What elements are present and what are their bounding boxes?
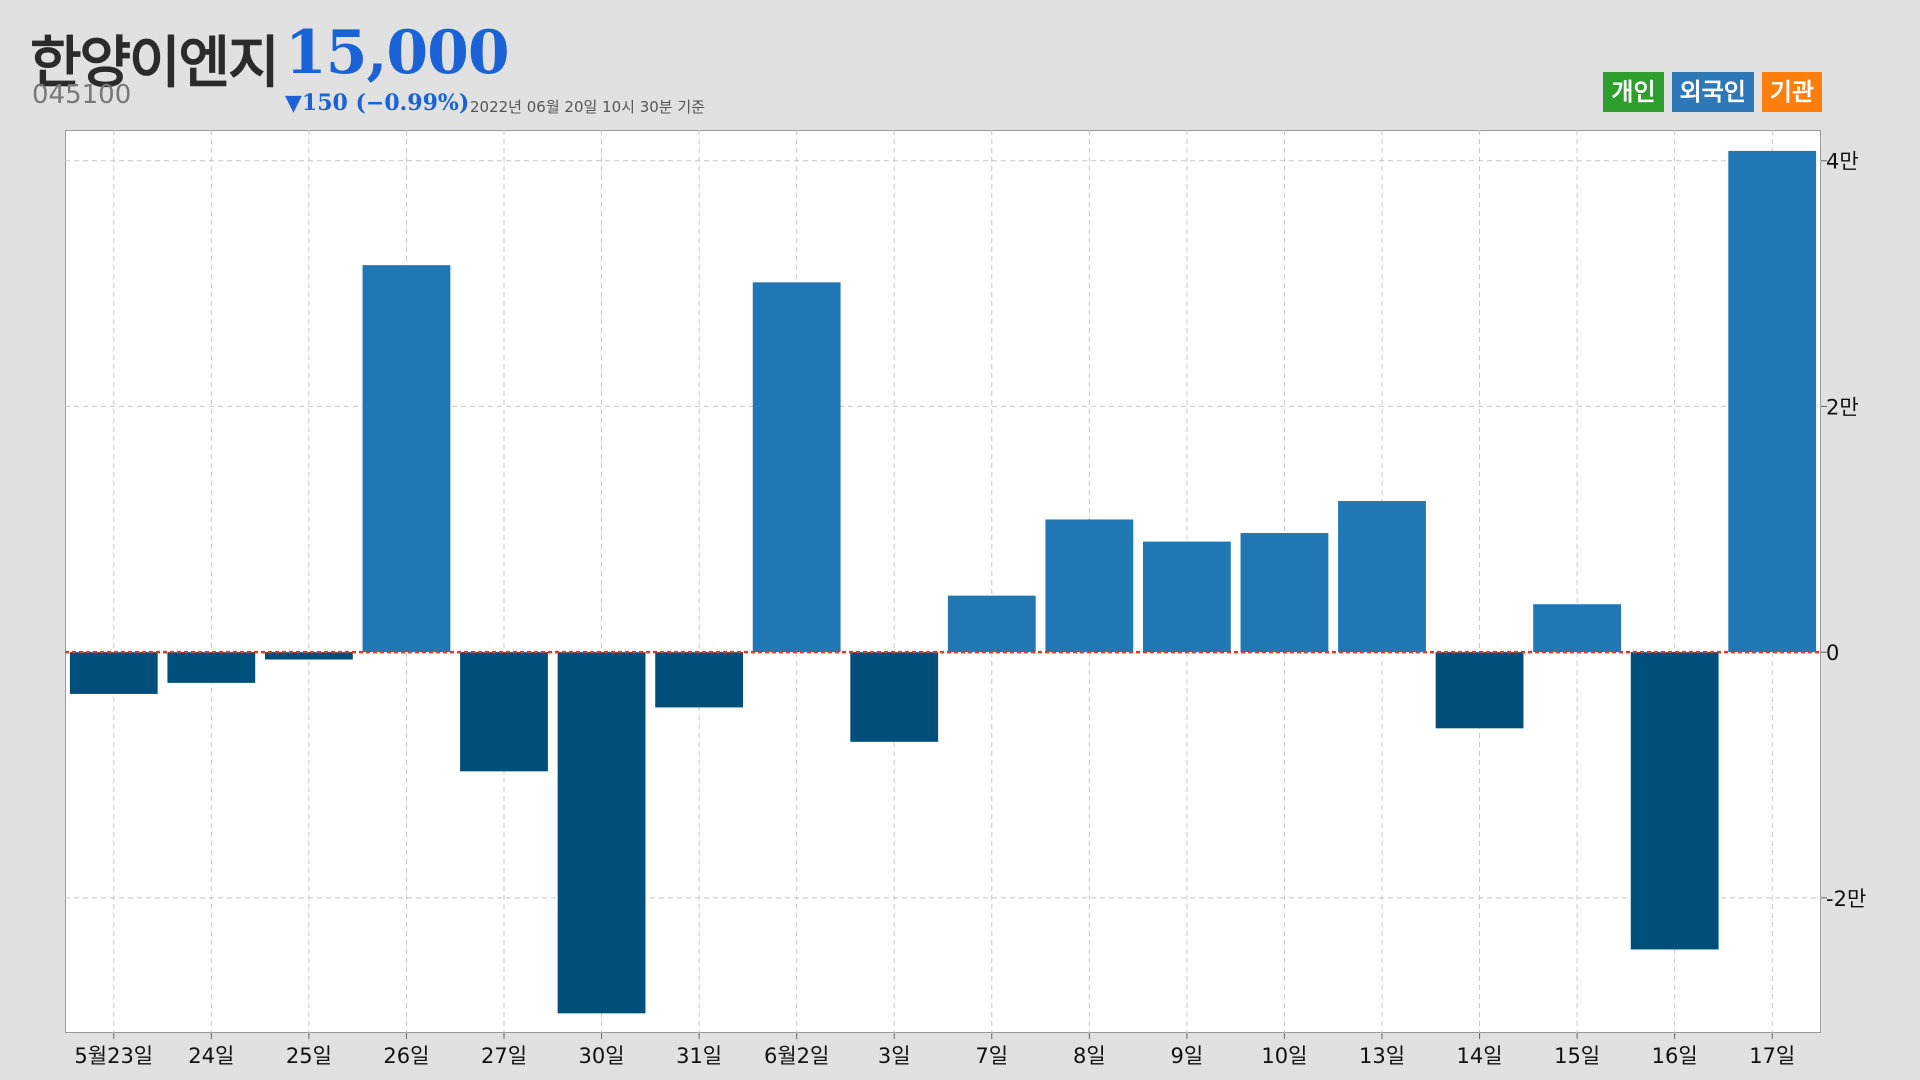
bar bbox=[947, 595, 1036, 653]
bar bbox=[1338, 501, 1426, 653]
bar bbox=[1045, 519, 1134, 653]
plot-area bbox=[65, 130, 1821, 1033]
price-change: ▼150 (−0.99%) bbox=[285, 90, 470, 116]
bar bbox=[557, 652, 646, 1014]
bar bbox=[1630, 652, 1719, 950]
stock-name: 한양이엔지 bbox=[30, 31, 280, 96]
bar bbox=[264, 652, 353, 660]
legend-individual[interactable]: 개인 bbox=[1603, 72, 1664, 112]
bar bbox=[1435, 652, 1524, 729]
bar bbox=[69, 652, 158, 694]
as-of-timestamp: 2022년 06월 20일 10시 30분 기준 bbox=[470, 98, 705, 116]
x-tick-label: 7일 bbox=[975, 1044, 1008, 1068]
x-tick-label: 27일 bbox=[481, 1044, 527, 1068]
x-tick-label: 6월2일 bbox=[764, 1044, 829, 1068]
bar bbox=[1533, 604, 1622, 653]
bar bbox=[752, 282, 841, 653]
x-tick-label: 3일 bbox=[878, 1044, 911, 1068]
x-axis-ticks: 5월23일 24일 25일 26일 27일 30일 31일 6월2일 3일 7일 8일 9일 10일 13… bbox=[74, 1033, 1795, 1068]
x-tick-label: 30일 bbox=[579, 1044, 625, 1068]
y-tick-label: -2만 bbox=[1826, 887, 1866, 911]
legend: 개인 외국인 기관 bbox=[1603, 72, 1822, 112]
x-tick-label: 8일 bbox=[1073, 1044, 1106, 1068]
bar bbox=[1240, 532, 1329, 653]
legend-institution[interactable]: 기관 bbox=[1761, 72, 1822, 112]
bar bbox=[460, 652, 548, 772]
bar bbox=[167, 652, 256, 683]
bar bbox=[1728, 150, 1817, 653]
x-tick-label: 16일 bbox=[1652, 1044, 1698, 1068]
x-tick-label: 10일 bbox=[1261, 1044, 1307, 1068]
x-tick-label: 15일 bbox=[1554, 1044, 1600, 1068]
bar bbox=[850, 652, 939, 742]
x-tick-label: 13일 bbox=[1359, 1044, 1405, 1068]
y-axis-ticks: -2만 0 2만 4만 bbox=[1821, 150, 1866, 911]
x-tick-label: 9일 bbox=[1171, 1044, 1204, 1068]
x-tick-label: 14일 bbox=[1457, 1044, 1503, 1068]
x-tick-label: 17일 bbox=[1749, 1044, 1795, 1068]
x-tick-label: 24일 bbox=[188, 1044, 234, 1068]
x-tick-label: 5월23일 bbox=[74, 1044, 153, 1068]
y-tick-label: 4만 bbox=[1826, 150, 1859, 174]
header: 한양이엔지 045100 15,000 ▼150 (−0.99%) 2022년 … bbox=[0, 0, 1920, 130]
legend-foreign[interactable]: 외국인 bbox=[1671, 72, 1754, 112]
y-tick-label: 0 bbox=[1826, 641, 1839, 665]
stock-price: 15,000 bbox=[285, 18, 510, 88]
gridlines bbox=[65, 130, 1821, 1033]
y-tick-label: 2만 bbox=[1826, 395, 1859, 419]
bar bbox=[655, 652, 744, 708]
bars bbox=[69, 150, 1817, 1014]
stock-code: 045100 bbox=[32, 80, 132, 110]
x-tick-label: 25일 bbox=[286, 1044, 332, 1068]
bar bbox=[1142, 541, 1231, 653]
bar bbox=[362, 265, 451, 653]
x-tick-label: 26일 bbox=[383, 1044, 429, 1068]
x-tick-label: 31일 bbox=[676, 1044, 722, 1068]
